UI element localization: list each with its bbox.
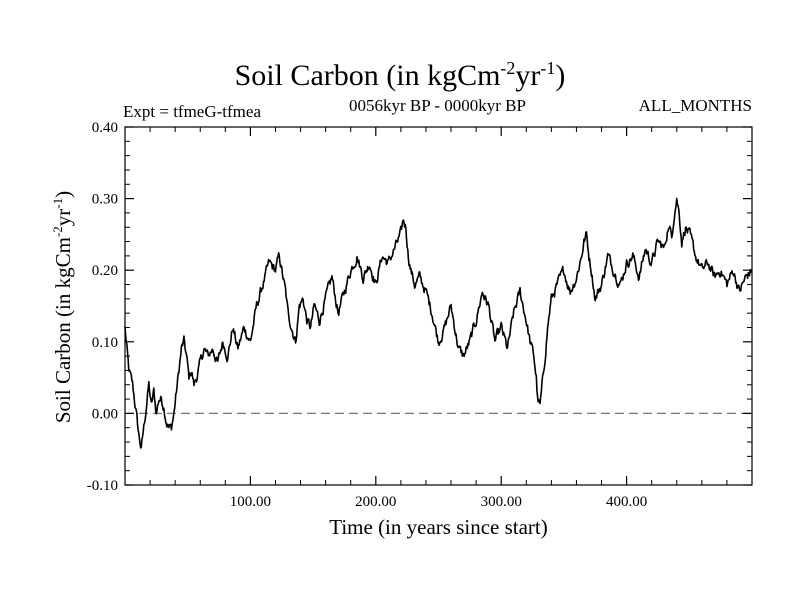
ticks-group: -0.10 0.00 0.10 0.20 0.30 0.40 100.00 200.00 300… — [87, 120, 752, 510]
months-label: ALL_MONTHS — [638, 96, 752, 115]
title-close: ) — [555, 59, 566, 92]
x-tick-label: 400.00 — [606, 494, 647, 510]
y-tick-label: 0.40 — [92, 120, 118, 136]
x-tick-label: 300.00 — [481, 494, 522, 510]
y-tick-label: 0.00 — [92, 406, 118, 422]
title-exponent-1: -2 — [500, 58, 516, 78]
y-tick-label: -0.10 — [87, 478, 118, 494]
series-group — [124, 197, 753, 449]
chart-title: Soil Carbon (in kgCm-2yr-1) — [0, 58, 800, 93]
title-unit: yr — [515, 59, 541, 92]
title-exponent-2: -1 — [540, 58, 556, 78]
period-label: 0056kyr BP - 0000kyr BP — [349, 96, 526, 115]
y-tick-label: 0.30 — [92, 192, 118, 208]
title-text: Soil Carbon (in kgCm — [234, 59, 501, 92]
series-line-0 — [124, 197, 753, 449]
y-tick-label: 0.10 — [92, 335, 118, 351]
plot-frame — [124, 126, 753, 486]
y-tick-label: 0.20 — [92, 263, 118, 279]
x-tick-label: 100.00 — [230, 494, 271, 510]
x-tick-label: 200.00 — [355, 494, 396, 510]
x-axis-label: Time (in years since start) — [329, 515, 548, 539]
experiment-label: Expt = tfmeG-tfmea — [123, 102, 261, 121]
